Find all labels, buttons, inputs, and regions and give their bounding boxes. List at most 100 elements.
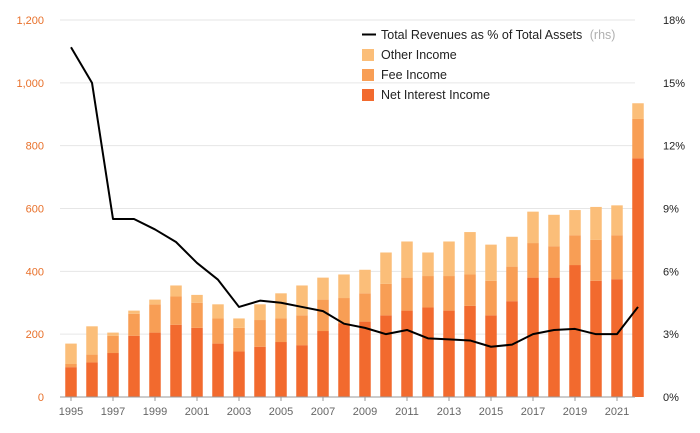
y2-tick-label: 3% xyxy=(663,329,679,341)
bar-segment-other-income xyxy=(443,241,455,277)
bar-segment-net-interest-income xyxy=(212,343,224,397)
bar-segment-net-interest-income xyxy=(611,279,623,397)
bar-segment-other-income xyxy=(527,211,539,244)
y2-tick-label: 15% xyxy=(663,78,685,90)
bar-segment-fee-income xyxy=(569,235,581,266)
y-tick-label: 400 xyxy=(26,266,44,278)
x-tick-label: 1997 xyxy=(101,406,125,418)
bar-segment-fee-income xyxy=(170,296,182,325)
bar-segment-fee-income xyxy=(65,364,77,368)
legend-label-ratio-note: (rhs) xyxy=(590,28,616,42)
bar-segment-other-income xyxy=(191,294,203,303)
bar-segment-other-income xyxy=(632,103,644,119)
bar-segment-fee-income xyxy=(212,318,224,344)
legend-label-net-interest-income: Net Interest Income xyxy=(381,88,490,102)
bar-segment-other-income xyxy=(590,206,602,240)
bar-segment-other-income xyxy=(212,304,224,319)
x-tick-label: 2013 xyxy=(437,406,461,418)
bar-segment-other-income xyxy=(548,214,560,247)
ratio-line-layer xyxy=(70,46,639,348)
bar-segment-net-interest-income xyxy=(191,327,203,397)
bar-segment-fee-income xyxy=(632,118,644,159)
bar-segment-other-income xyxy=(149,299,161,305)
bar-segment-other-income xyxy=(422,252,434,277)
x-tick-label: 2001 xyxy=(185,406,209,418)
bar-segment-net-interest-income xyxy=(317,331,329,397)
bar-segment-fee-income xyxy=(86,354,98,363)
y2-tick-label: 0% xyxy=(663,392,679,404)
bar-segment-fee-income xyxy=(548,246,560,278)
bar-segment-net-interest-income xyxy=(401,310,413,397)
x-tick-label: 2011 xyxy=(395,406,419,418)
bar-segment-net-interest-income xyxy=(149,332,161,397)
bar-segment-net-interest-income xyxy=(548,277,560,397)
y2-tick-label: 18% xyxy=(663,15,685,27)
bar-segment-fee-income xyxy=(527,243,539,278)
x-tick-label: 2017 xyxy=(521,406,545,418)
bar-segment-other-income xyxy=(86,326,98,355)
bar-segment-net-interest-income xyxy=(590,280,602,397)
bar-segment-net-interest-income xyxy=(254,346,266,397)
bar-segment-fee-income xyxy=(296,315,308,346)
bar-segment-other-income xyxy=(464,232,476,275)
bar-segment-net-interest-income xyxy=(485,315,497,397)
bar-segment-fee-income xyxy=(317,299,329,332)
bar-segment-fee-income xyxy=(422,276,434,308)
x-tick-label: 2007 xyxy=(311,406,335,418)
x-tick-label: 2021 xyxy=(605,406,629,418)
bar-segment-net-interest-income xyxy=(65,367,77,397)
bar-segment-net-interest-income xyxy=(527,277,539,397)
x-tick-label: 2005 xyxy=(269,406,293,418)
bar-segment-net-interest-income xyxy=(464,305,476,397)
bar-segment-fee-income xyxy=(233,327,245,352)
y-tick-label: 0 xyxy=(38,392,44,404)
y-tick-label: 800 xyxy=(26,141,44,153)
y-tick-label: 1,000 xyxy=(16,78,44,90)
ratio-line xyxy=(70,46,639,348)
bar-segment-net-interest-income xyxy=(233,351,245,397)
bar-segment-fee-income xyxy=(401,277,413,311)
x-tick-label: 1995 xyxy=(59,406,83,418)
bar-segment-fee-income xyxy=(107,335,119,354)
bar-segment-net-interest-income xyxy=(170,324,182,397)
bar-segment-fee-income xyxy=(443,276,455,311)
bar-segment-other-income xyxy=(380,252,392,284)
bar-segment-other-income xyxy=(569,210,581,236)
bar-segment-net-interest-income xyxy=(443,310,455,397)
legend-swatch-fee-income xyxy=(362,69,374,81)
bar-segment-fee-income xyxy=(128,313,140,336)
bar-segment-other-income xyxy=(359,269,371,294)
bar-segment-net-interest-income xyxy=(359,321,371,397)
bar-segment-other-income xyxy=(254,304,266,321)
x-tick-label: 2003 xyxy=(227,406,251,418)
bar-segment-fee-income xyxy=(275,318,287,343)
bar-segment-other-income xyxy=(338,274,350,299)
bar-segment-other-income xyxy=(275,293,287,319)
legend-label-ratio-name: Total Revenues as % of Total Assets xyxy=(381,28,582,42)
bar-segment-net-interest-income xyxy=(86,362,98,397)
bar-segment-fee-income xyxy=(590,239,602,281)
bar-segment-net-interest-income xyxy=(632,158,644,397)
bar-segment-net-interest-income xyxy=(128,335,140,397)
bar-segment-other-income xyxy=(485,244,497,281)
bars xyxy=(65,103,644,397)
bar-segment-fee-income xyxy=(464,274,476,306)
axes: 0 200 400 600 800 1,000 1,200 0% 3% 6% 9% 12% 15% 18%… xyxy=(16,15,685,418)
legend-label-fee-income: Fee Income xyxy=(381,68,447,82)
bar-segment-fee-income xyxy=(254,320,266,347)
bar-segment-fee-income xyxy=(191,302,203,328)
gridlines xyxy=(60,19,635,335)
bar-segment-net-interest-income xyxy=(380,315,392,397)
bar-segment-net-interest-income xyxy=(506,301,518,397)
bar-segment-other-income xyxy=(170,285,182,297)
x-tick-label: 2015 xyxy=(479,406,503,418)
bar-segment-net-interest-income xyxy=(275,342,287,397)
bar-segment-other-income xyxy=(317,277,329,300)
legend-swatch-other-income xyxy=(362,49,374,61)
bar-segment-other-income xyxy=(128,310,140,314)
bar-segment-net-interest-income xyxy=(296,345,308,397)
bar-segment-fee-income xyxy=(485,280,497,316)
bar-segment-fee-income xyxy=(359,293,371,322)
y-tick-label: 200 xyxy=(26,329,44,341)
